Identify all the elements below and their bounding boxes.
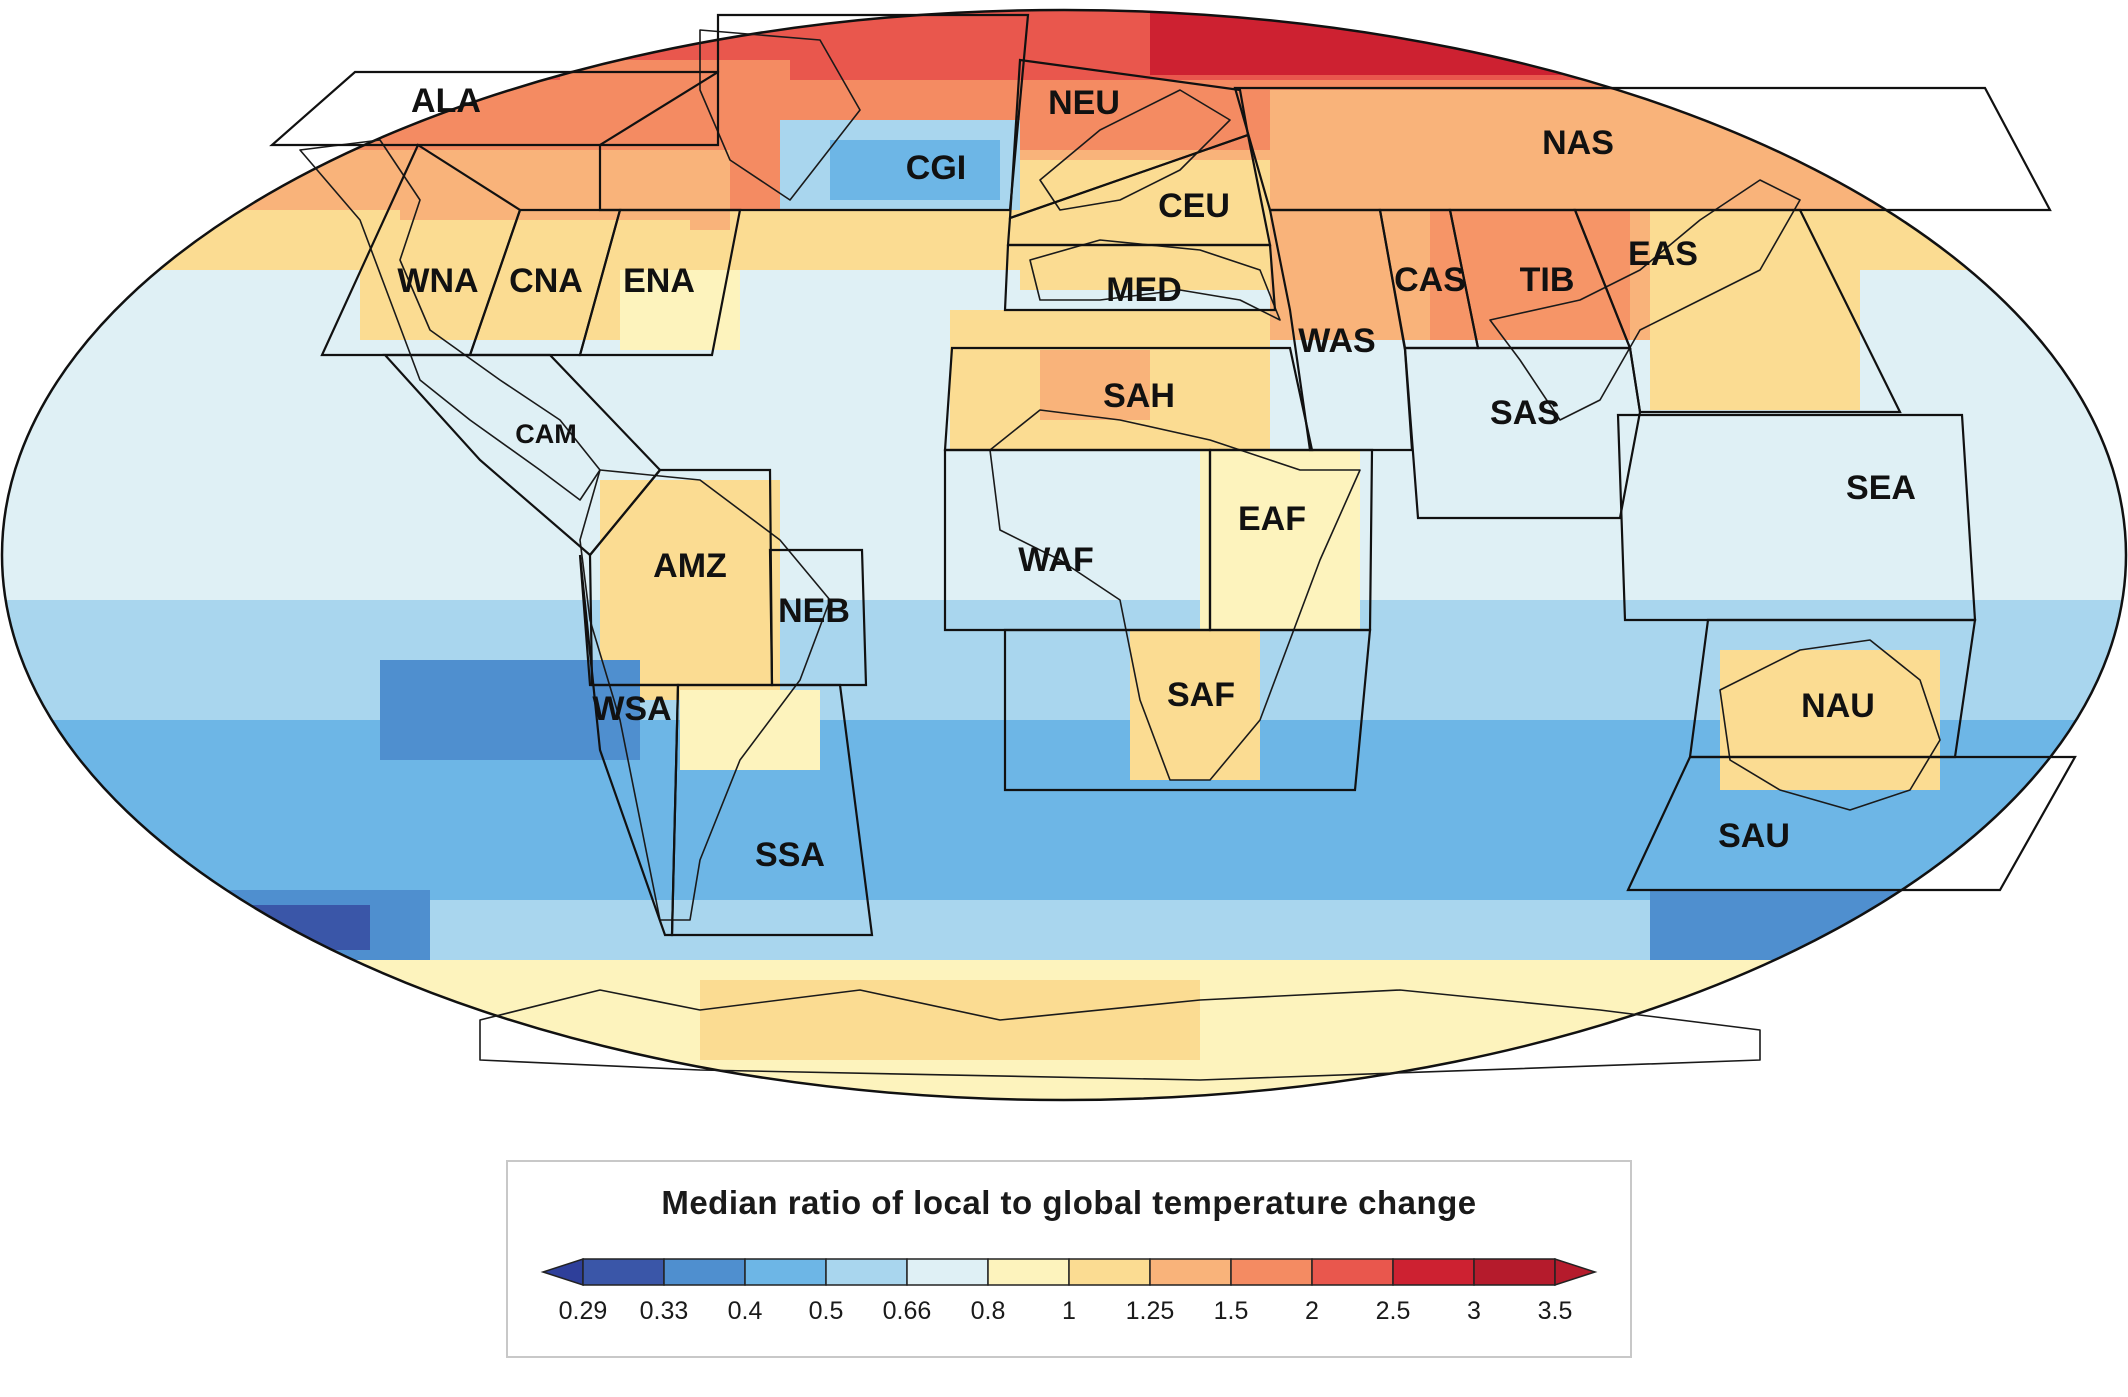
region-label-was: WAS [1298, 322, 1375, 360]
colorbar-cell [1068, 1258, 1151, 1286]
colorbar-cell [1473, 1258, 1556, 1286]
colorbar-cell [744, 1258, 827, 1286]
colorbar-cell [1230, 1258, 1313, 1286]
region-box-saf [1003, 628, 1372, 792]
region-boxes [269, 13, 2077, 937]
region-label-cna: CNA [509, 262, 583, 300]
region-label-wsa: WSA [592, 690, 671, 728]
globe-outline [0, 8, 2128, 1102]
region-label-med: MED [1106, 271, 1182, 309]
colorbar-tick-label: 1.25 [1126, 1297, 1175, 1325]
colorbar-cell [582, 1258, 665, 1286]
region-label-wna: WNA [397, 262, 478, 300]
region-label-eas: EAS [1628, 235, 1698, 273]
region-label-sah: SAH [1103, 377, 1175, 415]
region-box-med [1003, 243, 1277, 312]
colorbar-tick-label: 0.8 [971, 1297, 1006, 1325]
region-box-neb [768, 548, 868, 687]
region-box-sau [1626, 755, 2077, 892]
region-label-neu: NEU [1048, 84, 1120, 122]
region-label-nau: NAU [1801, 687, 1875, 725]
region-label-ena: ENA [623, 262, 695, 300]
region-label-tib: TIB [1520, 261, 1575, 299]
map-canvas: ALA CGI NEU NAS CEU WNA CNA ENA MED CAS … [0, 8, 2128, 1102]
colorbar-arrow-low [540, 1257, 584, 1287]
colorbar-tick-label: 1 [1062, 1297, 1076, 1325]
region-label-saf: SAF [1167, 676, 1235, 714]
colorbar: 0.29 0.33 0.4 0.5 0.66 0.8 1 1.25 1.5 2 2.5 3 3.5 [540, 1257, 1598, 1325]
region-label-cas: CAS [1394, 261, 1466, 299]
colorbar-tick-label: 3.5 [1538, 1297, 1573, 1325]
region-label-sea: SEA [1846, 469, 1916, 507]
colorbar-cell [906, 1258, 989, 1286]
colorbar-tick-label: 2.5 [1376, 1297, 1411, 1325]
region-label-sau: SAU [1718, 817, 1790, 855]
region-label-nas: NAS [1542, 124, 1614, 162]
colorbar-arrow-high [1554, 1257, 1598, 1287]
colorbar-cell [1149, 1258, 1232, 1286]
region-label-sas: SAS [1490, 394, 1560, 432]
legend-title: Median ratio of local to global temperat… [661, 1184, 1477, 1221]
colorbar-cell [825, 1258, 908, 1286]
region-box-eas [1573, 208, 1902, 414]
region-box-ssa [670, 683, 874, 937]
region-box-sas [1403, 346, 1642, 520]
region-label-waf: WAF [1018, 541, 1094, 579]
colorbar-tick-label: 1.5 [1214, 1297, 1249, 1325]
colorbar-legend: Median ratio of local to global temperat… [506, 1160, 1632, 1358]
colorbar-tick-label: 2 [1305, 1297, 1319, 1325]
world-map: ALA CGI NEU NAS CEU WNA CNA ENA MED CAS … [0, 8, 2128, 1102]
colorbar-tick-label: 0.66 [883, 1297, 932, 1325]
colorbar-ticks: 0.29 0.33 0.4 0.5 0.66 0.8 1 1.25 1.5 2 2.5 3 3.5 [559, 1297, 1573, 1325]
colorbar-cells [540, 1257, 1598, 1287]
colorbar-tick-label: 3 [1467, 1297, 1481, 1325]
colorbar-tick-label: 0.5 [809, 1297, 844, 1325]
colorbar-cell [663, 1258, 746, 1286]
region-label-ssa: SSA [755, 836, 825, 874]
region-label-ala: ALA [411, 82, 481, 120]
colorbar-tick-label: 0.33 [640, 1297, 689, 1325]
region-box-ena [578, 208, 742, 357]
region-box-nas [1233, 86, 2052, 212]
colorbar-cell [1311, 1258, 1394, 1286]
region-label-eaf: EAF [1238, 500, 1306, 538]
region-label-cam: CAM [515, 419, 577, 449]
colorbar-cell [1392, 1258, 1475, 1286]
region-label-amz: AMZ [653, 547, 727, 585]
region-label-ceu: CEU [1158, 187, 1230, 225]
region-label-cgi: CGI [906, 149, 966, 187]
colorbar-tick-label: 0.4 [728, 1297, 763, 1325]
colorbar-tick-label: 0.29 [559, 1297, 608, 1325]
region-box-ala [269, 70, 720, 147]
region-label-neb: NEB [778, 592, 850, 630]
colorbar-cell [987, 1258, 1070, 1286]
region-labels: ALA CGI NEU NAS CEU WNA CNA ENA MED CAS … [397, 82, 1916, 874]
